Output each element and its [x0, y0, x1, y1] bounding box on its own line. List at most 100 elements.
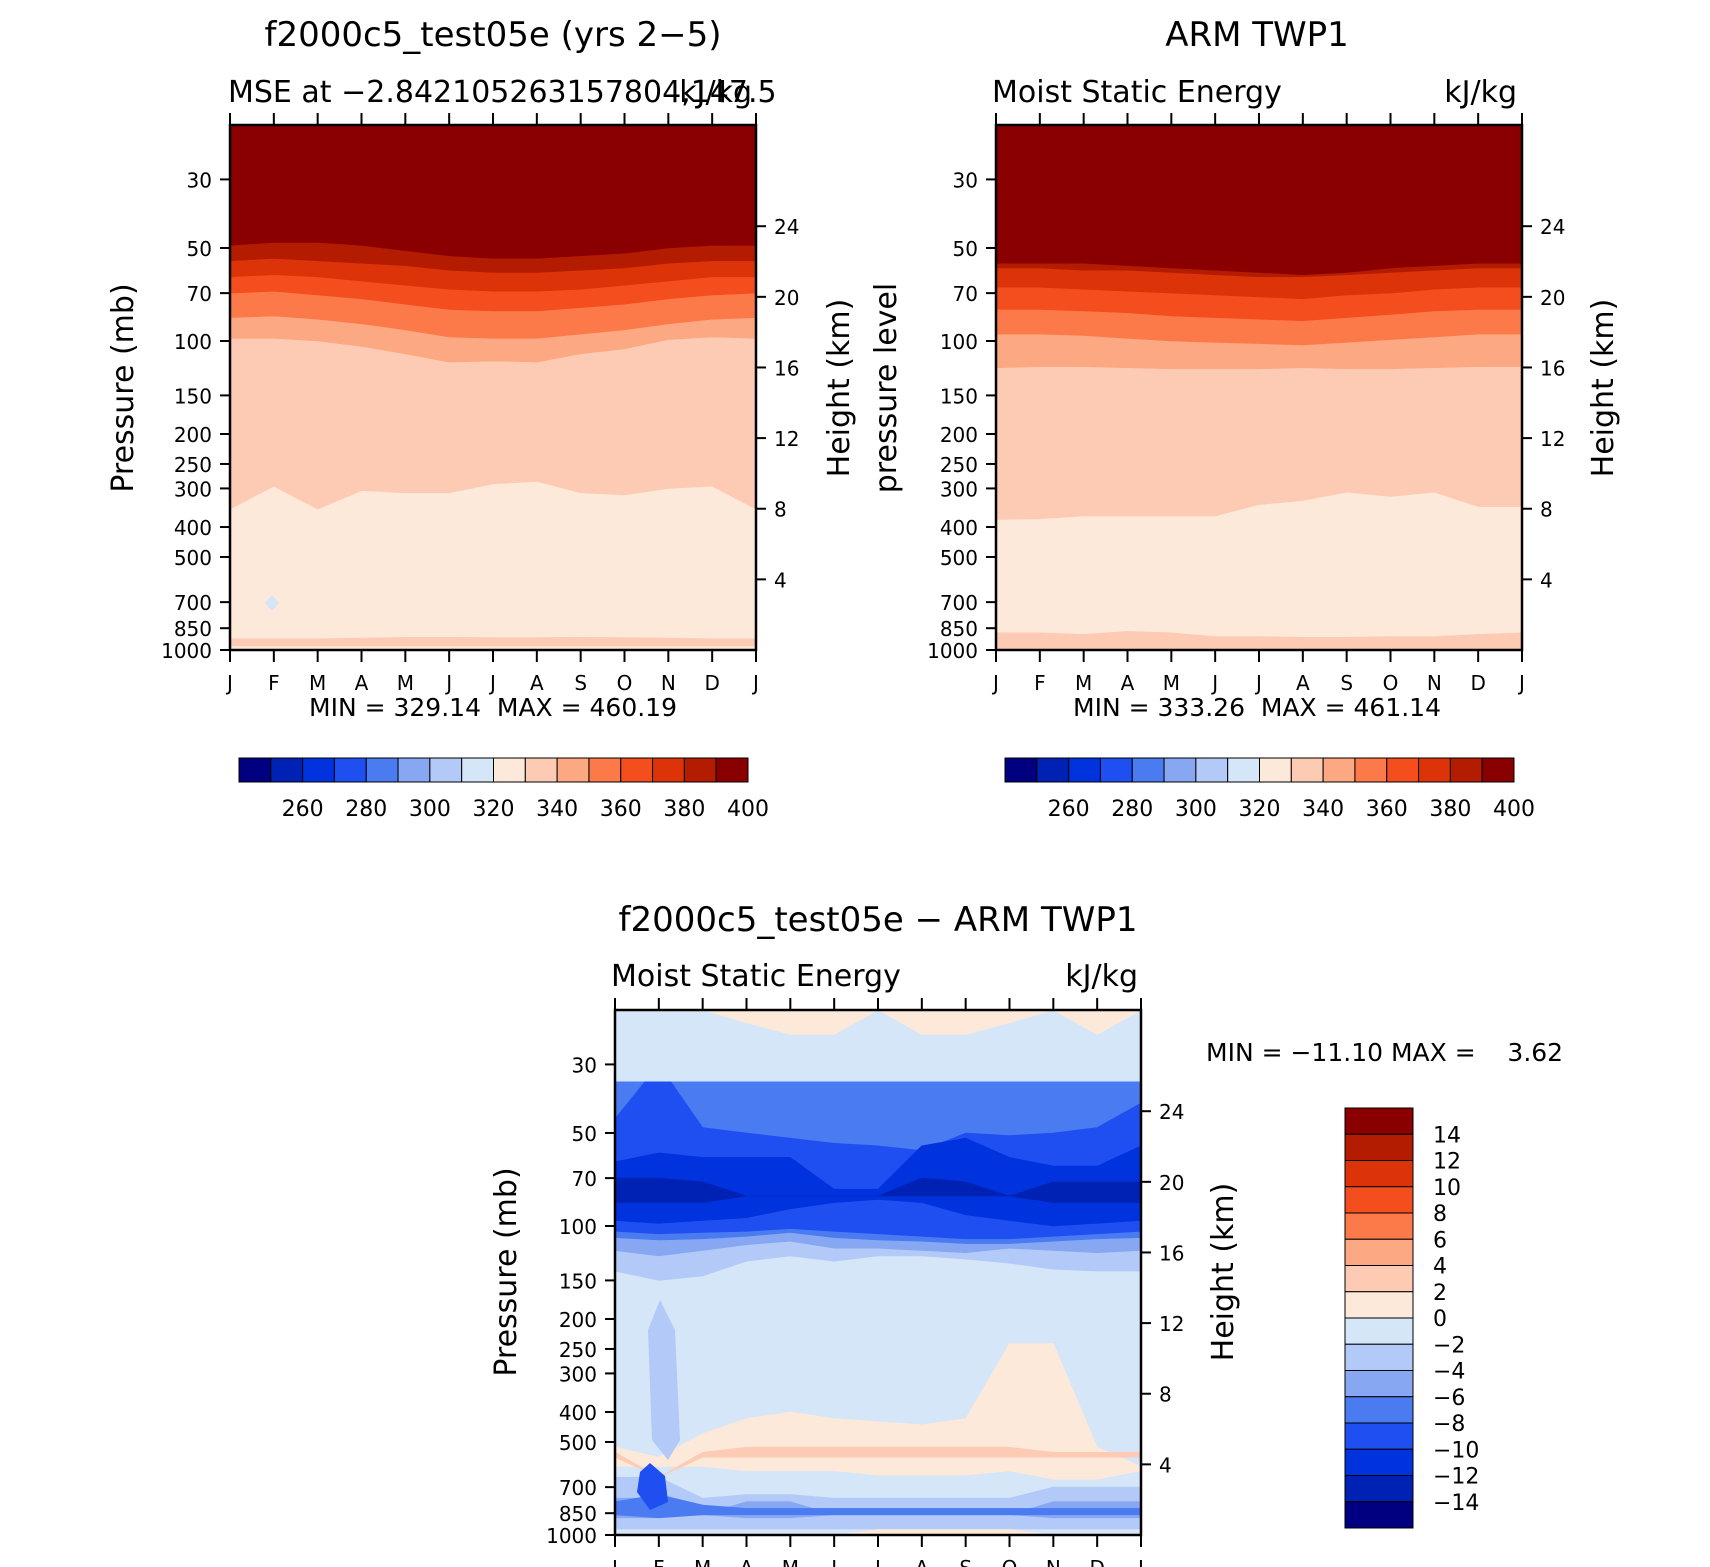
height-tick-label: 4 — [1540, 568, 1553, 592]
colorbar-swatch — [1386, 757, 1420, 783]
panel-obs-subtitle-left: Moist Static Energy — [992, 75, 1282, 110]
pressure-tick-label: 300 — [174, 477, 212, 501]
month-tick-label: S — [959, 1556, 972, 1567]
month-tick-label: J — [610, 1556, 618, 1567]
height-tick-label: 16 — [774, 356, 799, 380]
colorbar-swatch — [397, 757, 431, 783]
pressure-tick-label: 30 — [953, 168, 978, 192]
colorbar-swatch — [1344, 1501, 1414, 1529]
pressure-tick-label: 700 — [174, 591, 212, 615]
pressure-tick-label: 70 — [187, 282, 212, 306]
colorbar-label: 340 — [536, 797, 578, 822]
month-tick-label: N — [1427, 671, 1442, 695]
colorbar-swatch — [1344, 1422, 1414, 1450]
panel-diff: f2000c5_test05e − ARM TWP1 Moist Static … — [489, 900, 1563, 1567]
panel-model-contours — [229, 124, 757, 651]
colorbar-label: 320 — [473, 797, 515, 822]
month-tick-label: J — [225, 671, 233, 695]
colorbar-label: 380 — [663, 797, 705, 822]
colorbar-swatch — [1344, 1238, 1414, 1266]
colorbar-label: −10 — [1433, 1438, 1479, 1463]
contour-blob — [637, 1463, 668, 1510]
band-above-400 — [995, 124, 1523, 276]
pressure-tick-label: 50 — [572, 1122, 597, 1146]
pressure-tick-label: 250 — [559, 1338, 597, 1362]
pressure-tick-label: 1000 — [161, 639, 212, 663]
colorbar-swatch — [1227, 757, 1260, 783]
panel-diff-subtitle-left: Moist Static Energy — [611, 959, 901, 994]
colorbar-swatch — [461, 757, 494, 783]
colorbar-swatch — [1131, 757, 1165, 783]
colorbar-label: 360 — [1366, 797, 1408, 822]
colorbar-swatch — [1344, 1370, 1414, 1398]
panel-obs-subtitle-right: kJ/kg — [1444, 75, 1517, 110]
height-tick-label: 12 — [1159, 1312, 1184, 1336]
colorbar-swatch — [1344, 1291, 1414, 1319]
panel-model-ylabel-right: Height (km) — [822, 299, 857, 478]
month-tick-label: J — [444, 671, 452, 695]
colorbar-label: 300 — [409, 797, 451, 822]
colorbar-swatch — [556, 757, 590, 783]
pressure-tick-label: 1000 — [546, 1524, 597, 1548]
height-tick-label: 16 — [1540, 356, 1565, 380]
colorbar-label: 260 — [282, 797, 324, 822]
colorbar-swatch — [1344, 1107, 1414, 1135]
month-tick-label: A — [530, 671, 544, 695]
month-tick-label: F — [268, 671, 280, 695]
panel-model-stats: MIN = 329.14 MAX = 460.19 — [309, 693, 677, 722]
month-tick-label: S — [1340, 671, 1353, 695]
month-tick-label: D — [1089, 1556, 1104, 1567]
colorbar-label: −12 — [1433, 1465, 1479, 1490]
band-above-400 — [229, 124, 757, 259]
height-tick-label: 12 — [1540, 427, 1565, 451]
colorbar-swatch — [493, 757, 526, 783]
pressure-tick-label: 250 — [940, 453, 978, 477]
month-tick-label: A — [1296, 671, 1310, 695]
month-tick-label: D — [1470, 671, 1485, 695]
pressure-tick-label: 300 — [559, 1362, 597, 1386]
colorbar-label: 280 — [1111, 797, 1153, 822]
month-tick-label: J — [488, 671, 496, 695]
colorbar-swatch — [1344, 1448, 1414, 1476]
colorbar-swatch — [1259, 757, 1292, 783]
month-tick-label: A — [355, 671, 369, 695]
colorbar-swatch — [1344, 1317, 1414, 1345]
pressure-tick-label: 200 — [174, 423, 212, 447]
colorbar-swatch — [683, 757, 717, 783]
colorbar-swatch — [1290, 757, 1324, 783]
panel-model-subtitle-right: kJ/kg — [679, 75, 752, 110]
month-tick-label: J — [1254, 671, 1262, 695]
pressure-tick-label: 100 — [559, 1215, 597, 1239]
pressure-tick-label: 250 — [174, 453, 212, 477]
panel-obs-ylabel: pressure level — [869, 283, 904, 493]
colorbar-swatch — [588, 757, 622, 783]
pressure-tick-label: 30 — [187, 168, 212, 192]
panel-model-title: f2000c5_test05e (yrs 2−5) — [264, 15, 721, 55]
month-tick-label: J — [873, 1556, 881, 1567]
colorbar-swatch — [524, 757, 558, 783]
pressure-tick-label: 850 — [174, 617, 212, 641]
pressure-tick-label: 30 — [572, 1053, 597, 1077]
colorbar-swatch — [1344, 1212, 1414, 1240]
panel-diff-stats: MIN = −11.10 MAX = 3.62 — [1206, 1038, 1563, 1067]
month-tick-label: O — [1383, 671, 1399, 695]
month-tick-label: D — [704, 671, 719, 695]
colorbar-swatch — [1344, 1265, 1414, 1293]
colorbar-swatch — [302, 757, 335, 783]
month-tick-label: F — [1034, 671, 1046, 695]
colorbar-swatch — [652, 757, 685, 783]
pressure-tick-label: 500 — [940, 546, 978, 570]
colorbar-label: −6 — [1433, 1386, 1465, 1411]
colorbar-swatch — [1344, 1186, 1414, 1214]
colorbar-label: 400 — [727, 797, 769, 822]
pressure-tick-label: 70 — [953, 282, 978, 306]
colorbar-swatch — [270, 757, 304, 783]
pressure-tick-label: 50 — [187, 237, 212, 261]
colorbar-swatch — [620, 757, 654, 783]
pressure-tick-label: 50 — [953, 237, 978, 261]
colorbar-swatch — [1068, 757, 1101, 783]
pressure-tick-label: 500 — [174, 546, 212, 570]
colorbar-label: 380 — [1429, 797, 1471, 822]
height-tick-label: 4 — [774, 568, 787, 592]
